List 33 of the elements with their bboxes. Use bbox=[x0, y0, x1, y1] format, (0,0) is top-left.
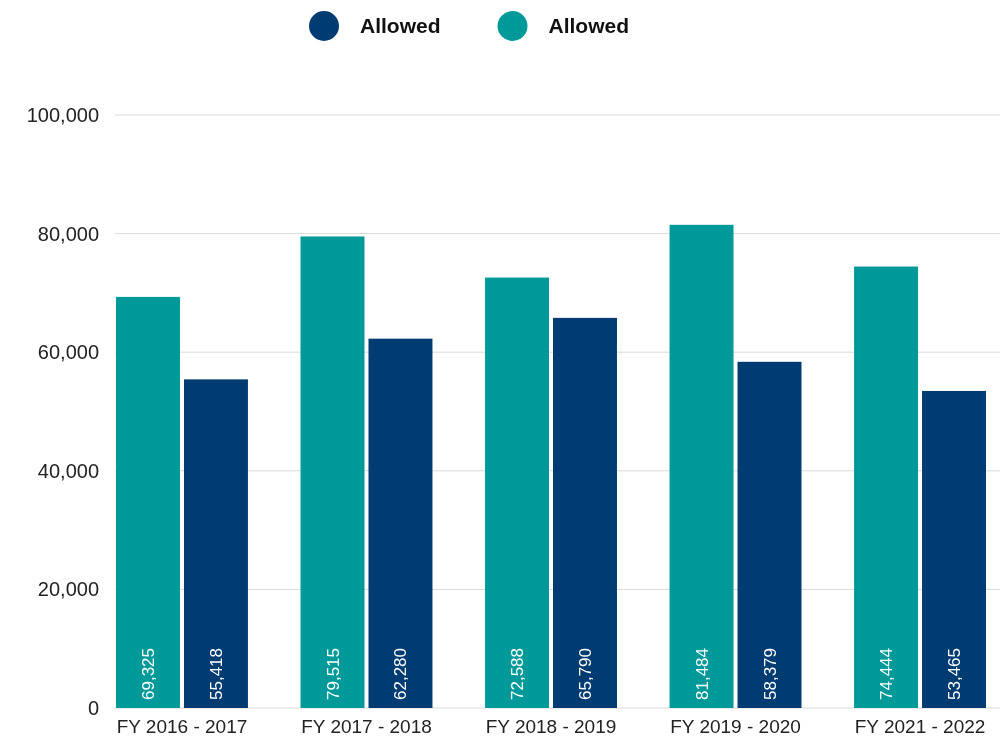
y-tick-label: 40,000 bbox=[37, 459, 99, 482]
y-tick-label: 0 bbox=[87, 696, 99, 719]
bar bbox=[116, 296, 180, 708]
data-label: 58,379 bbox=[760, 648, 780, 700]
y-tick-label: 80,000 bbox=[37, 222, 99, 245]
x-tick-label: FY 2019 - 2020 bbox=[670, 716, 801, 738]
bar bbox=[300, 236, 365, 708]
data-label: 53,465 bbox=[945, 648, 965, 700]
data-label: 55,418 bbox=[206, 648, 226, 700]
legend-label: Allowed bbox=[360, 14, 441, 37]
y-tick-label: 60,000 bbox=[37, 341, 99, 364]
data-label: 79,515 bbox=[323, 648, 343, 700]
bar bbox=[737, 361, 802, 708]
data-label: 72,588 bbox=[508, 648, 528, 700]
y-tick-label: 100,000 bbox=[26, 103, 99, 126]
data-label: 81,484 bbox=[692, 648, 712, 700]
bar bbox=[368, 338, 433, 708]
y-tick-label: 20,000 bbox=[37, 578, 99, 601]
data-label: 65,790 bbox=[575, 648, 595, 700]
bar bbox=[669, 224, 734, 708]
x-tick-label: FY 2021 - 2022 bbox=[854, 716, 986, 738]
data-label: 74,444 bbox=[877, 648, 897, 700]
bar bbox=[922, 390, 986, 708]
data-label: 62,280 bbox=[391, 648, 411, 700]
bar bbox=[485, 277, 549, 708]
x-tick-label: FY 2017 - 2018 bbox=[301, 716, 432, 738]
legend-label: Allowed bbox=[548, 14, 630, 37]
bar bbox=[854, 266, 919, 708]
data-label: 69,325 bbox=[138, 648, 158, 700]
x-tick-label: FY 2018 - 2019 bbox=[485, 716, 617, 738]
bar bbox=[553, 317, 617, 708]
x-tick-label: FY 2016 - 2017 bbox=[116, 716, 248, 738]
bar bbox=[183, 379, 248, 708]
